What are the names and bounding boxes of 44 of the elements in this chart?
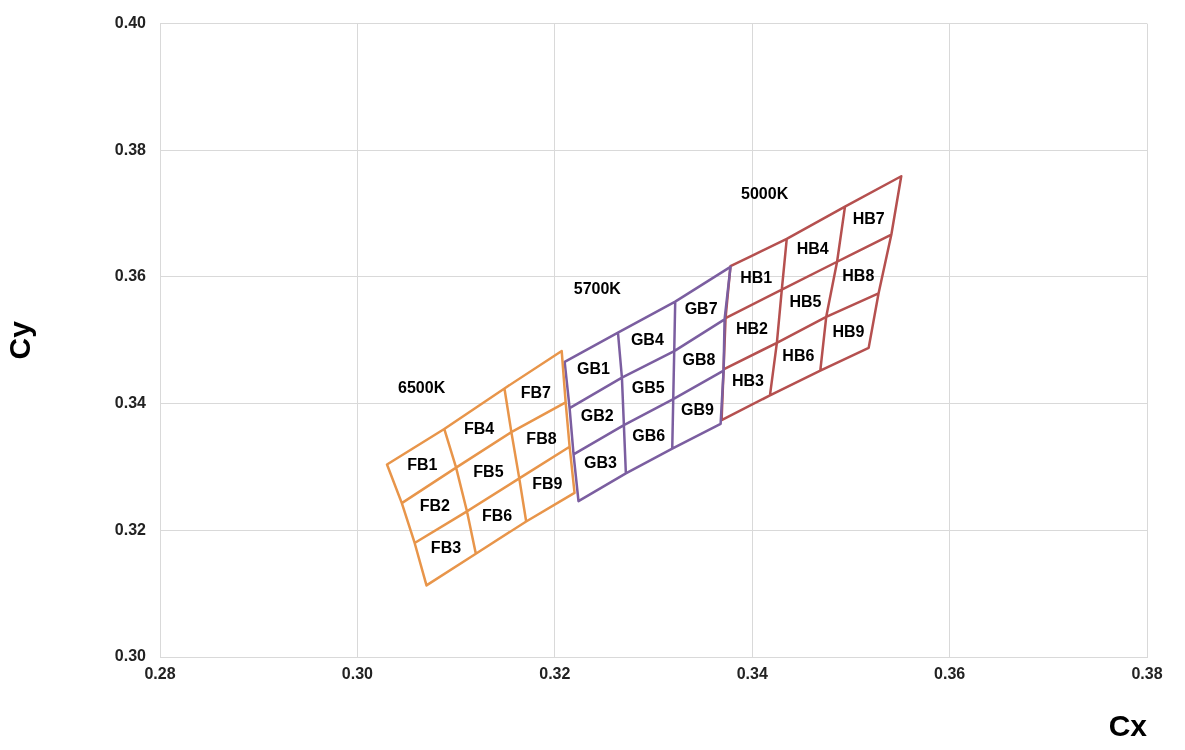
annotation: HB7 [852, 210, 885, 228]
annotation: GB3 [584, 453, 617, 471]
annotation: GB7 [684, 300, 718, 318]
annotation: HB1 [740, 268, 773, 286]
annotation: GB5 [631, 378, 665, 396]
annotation: GB1 [577, 360, 611, 378]
annotation: FB6 [481, 506, 513, 524]
y-tick-label: 0.30 [114, 647, 147, 665]
y-axis-title: Cy [3, 320, 37, 360]
annotation: GB9 [680, 401, 714, 419]
annotation: 5000K [741, 184, 789, 202]
annotation: FB4 [463, 419, 495, 437]
annotation: 5700K [573, 279, 622, 297]
annotation: GB2 [580, 406, 614, 424]
y-tick-label: 0.38 [114, 140, 147, 158]
y-tick-label: 0.32 [114, 520, 147, 538]
annotation: FB8 [526, 430, 557, 448]
annotation: HB3 [732, 372, 765, 390]
annotation: FB3 [430, 538, 462, 556]
annotation: FB5 [473, 462, 504, 480]
annotation: HB9 [832, 322, 865, 340]
y-tick-label: 0.40 [114, 14, 147, 32]
annotation: HB4 [796, 239, 829, 257]
annotation: FB7 [520, 383, 552, 401]
x-axis-title: Cx [1108, 709, 1148, 743]
y-tick-label: 0.36 [114, 267, 147, 285]
annotation: FB9 [532, 475, 563, 493]
x-tick-label: 0.28 [144, 665, 176, 683]
annotation: 6500K [398, 379, 446, 397]
annotation: HB2 [735, 320, 769, 338]
annotation: HB6 [782, 346, 815, 364]
annotation: HB8 [842, 267, 875, 285]
annotation: FB2 [419, 496, 451, 514]
annotation: GB6 [632, 426, 666, 444]
x-tick-label: 0.32 [539, 665, 571, 683]
y-tick-label: 0.34 [114, 394, 147, 412]
annotation: GB8 [682, 350, 716, 368]
x-tick-label: 0.34 [736, 665, 768, 683]
x-tick-label: 0.36 [934, 665, 966, 683]
annotation: HB5 [789, 293, 822, 311]
x-tick-label: 0.38 [1131, 665, 1163, 683]
annotation: GB4 [630, 331, 664, 349]
annotation: FB1 [407, 456, 438, 474]
x-tick-label: 0.30 [341, 665, 374, 683]
